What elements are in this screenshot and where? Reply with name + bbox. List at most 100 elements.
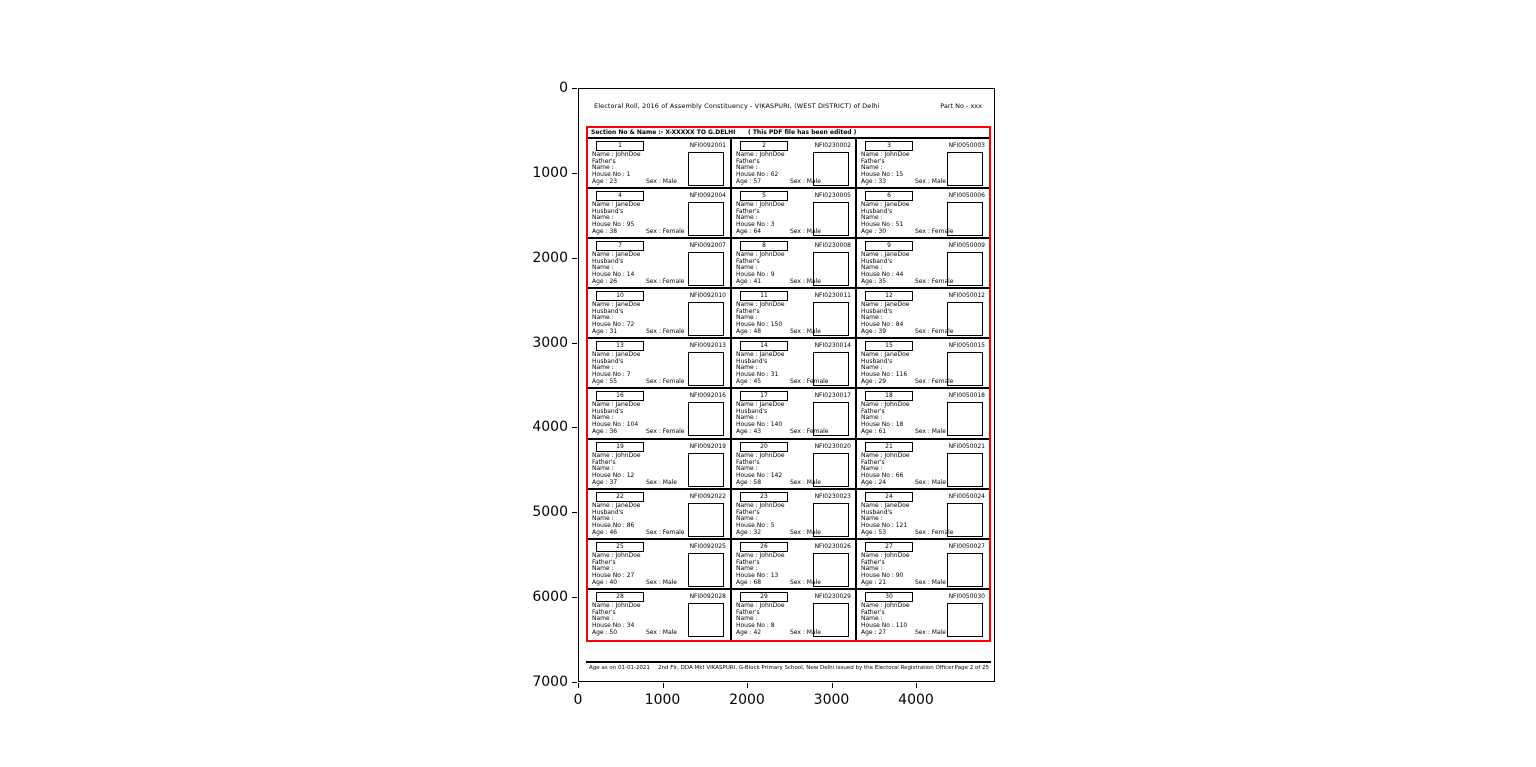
voter-age-line: Age : 64 bbox=[736, 228, 762, 236]
voter-house-line: House No : 66 bbox=[861, 471, 904, 479]
document-title: Electoral Roll, 2016 of Assembly Constit… bbox=[594, 102, 880, 110]
voter-name-line: Name : JaneDoe bbox=[861, 251, 910, 259]
voter-card: 14 NFI0230014 Name : JaneDoe Husband's Name … bbox=[730, 339, 855, 388]
y-tick-label: 1000 bbox=[532, 164, 568, 181]
y-tick-label: 0 bbox=[559, 80, 568, 96]
voter-photo-box bbox=[688, 352, 724, 387]
voter-relation-name: Name : bbox=[736, 314, 758, 322]
voter-name-line: Name : JohnDoe bbox=[861, 601, 910, 609]
voter-sex-line: Sex : Female bbox=[915, 378, 954, 386]
voter-photo-box bbox=[947, 602, 983, 637]
voter-house-line: House No : 1 bbox=[592, 171, 631, 178]
voter-serial-box: 15 bbox=[865, 341, 913, 352]
edited-note: ( This PDF file has been edited ) bbox=[748, 129, 857, 136]
voter-name-line: Name : JohnDoe bbox=[592, 601, 641, 609]
voter-row: 22 NFI0092022 Name : JaneDoe Husband's Name … bbox=[588, 489, 989, 540]
voter-id: NFI0092001 bbox=[689, 142, 726, 149]
voter-serial-box: 6 bbox=[865, 191, 913, 202]
voter-id: NFI0230005 bbox=[814, 192, 851, 200]
voter-relation-line: Father's bbox=[736, 158, 760, 165]
footer-age-as-on: Age as on 01-01-2021 bbox=[589, 665, 650, 671]
voter-house-line: House No : 8 bbox=[736, 621, 775, 629]
voter-name-line: Name : JaneDoe bbox=[592, 501, 641, 509]
voter-relation-line: Father's bbox=[592, 458, 616, 466]
footer-polling-station: 2nd Flr, DDA Mkt VIKASPURI, G-Block Prim… bbox=[658, 665, 835, 671]
voter-serial-box: 4 bbox=[596, 191, 644, 202]
voter-card: 1 NFI0092001 Name : JohnDoe Father's Name :H… bbox=[588, 139, 730, 188]
voter-name-line: Name : JohnDoe bbox=[861, 401, 910, 409]
voter-serial-box: 22 bbox=[596, 491, 644, 502]
voter-age-line: Age : 50 bbox=[592, 628, 618, 636]
voter-house-line: House No : 86 bbox=[592, 521, 635, 529]
voter-serial-box: 26 bbox=[740, 541, 788, 552]
voter-relation-line: Husband's bbox=[592, 358, 624, 366]
voter-name-line: Name : JaneDoe bbox=[861, 351, 910, 359]
voter-relation-name: Name : bbox=[861, 364, 883, 372]
voter-house-line: House No : 121 bbox=[861, 521, 908, 529]
voter-relation-name: Name : bbox=[736, 164, 758, 171]
voter-house-line: House No : 12 bbox=[592, 471, 635, 479]
voter-relation-name: Name : bbox=[736, 614, 758, 622]
voter-relation-name: Name : bbox=[592, 314, 614, 322]
voter-house-line: House No : 7 bbox=[592, 371, 631, 379]
voter-serial-box: 13 bbox=[596, 341, 644, 352]
voter-relation-line: Father's bbox=[592, 608, 616, 616]
voter-relation-name: Name : bbox=[861, 464, 883, 472]
voter-age-line: Age : 61 bbox=[861, 428, 887, 436]
voter-id: NFI0050009 bbox=[948, 242, 985, 250]
voter-serial-box: 20 bbox=[740, 441, 788, 452]
voter-relation-name: Name : bbox=[592, 564, 614, 572]
voter-relation-name: Name : bbox=[861, 564, 883, 572]
y-tick-mark bbox=[572, 512, 577, 514]
voter-name-line: Name : JohnDoe bbox=[736, 201, 785, 209]
voter-card: 11 NFI0230011 Name : JohnDoe Father's Name :… bbox=[730, 289, 855, 338]
voter-house-line: House No : 18 bbox=[861, 421, 904, 429]
voter-house-line: House No : 110 bbox=[861, 621, 908, 629]
x-tick-label: 1000 bbox=[644, 692, 681, 708]
voter-name-line: Name : JohnDoe bbox=[592, 551, 641, 559]
x-tick-mark bbox=[916, 683, 917, 688]
voter-relation-line: Father's bbox=[861, 558, 885, 566]
voter-age-line: Age : 57 bbox=[736, 178, 762, 185]
voter-sex-line: Sex : Male bbox=[646, 178, 677, 185]
voter-card: 9 NFI0050009 Name : JaneDoe Husband's Name :… bbox=[855, 239, 989, 288]
voter-photo-box bbox=[688, 552, 724, 587]
voter-name-line: Name : JohnDoe bbox=[861, 551, 910, 559]
x-tick-label: 3000 bbox=[813, 692, 850, 708]
voter-name-line: Name : JaneDoe bbox=[592, 301, 641, 309]
voter-serial-box: 11 bbox=[740, 291, 788, 302]
voter-age-line: Age : 39 bbox=[861, 328, 887, 336]
voter-age-line: Age : 37 bbox=[592, 478, 618, 486]
voter-photo-box bbox=[947, 352, 983, 387]
voter-age-line: Age : 21 bbox=[861, 578, 887, 586]
voter-id: NFI0050018 bbox=[948, 392, 985, 400]
voter-serial-box: 24 bbox=[865, 491, 913, 502]
voter-relation-name: Name : bbox=[592, 514, 614, 522]
voter-house-line: House No : 116 bbox=[861, 371, 908, 379]
voter-sex-line: Sex : Male bbox=[790, 178, 821, 185]
voter-age-line: Age : 53 bbox=[861, 528, 887, 536]
voter-sex-line: Sex : Female bbox=[646, 278, 685, 286]
voter-house-line: House No : 72 bbox=[592, 321, 635, 329]
voter-age-line: Age : 29 bbox=[861, 378, 887, 386]
voter-house-line: House No : 104 bbox=[592, 421, 639, 429]
voter-name-line: Name : JaneDoe bbox=[736, 351, 785, 359]
voter-sex-line: Sex : Female bbox=[915, 278, 954, 286]
voter-serial-box: 3 bbox=[865, 141, 913, 151]
voter-card: 10 NFI0092010 Name : JaneDoe Husband's Name … bbox=[588, 289, 730, 338]
voter-photo-box bbox=[688, 302, 724, 337]
y-tick-label: 2000 bbox=[532, 249, 568, 266]
voter-card: 25 NFI0092025 Name : JohnDoe Father's Name :… bbox=[588, 539, 730, 588]
voter-age-line: Age : 35 bbox=[861, 278, 887, 286]
voter-serial-box: 8 bbox=[740, 241, 788, 252]
voter-house-line: House No : 31 bbox=[736, 371, 779, 379]
y-tick-mark bbox=[572, 342, 577, 344]
voter-sex-line: Sex : Male bbox=[915, 578, 946, 586]
voter-card: 8 NFI0230008 Name : JohnDoe Father's Name :H… bbox=[730, 239, 855, 288]
voter-relation-line: Father's bbox=[736, 458, 760, 466]
voter-relation-line: Husband's bbox=[861, 508, 893, 516]
voter-relation-line: Husband's bbox=[861, 358, 893, 366]
voter-relation-name: Name : bbox=[736, 214, 758, 222]
voter-card: 29 NFI0230029 Name : JohnDoe Father's Name :… bbox=[730, 589, 855, 640]
